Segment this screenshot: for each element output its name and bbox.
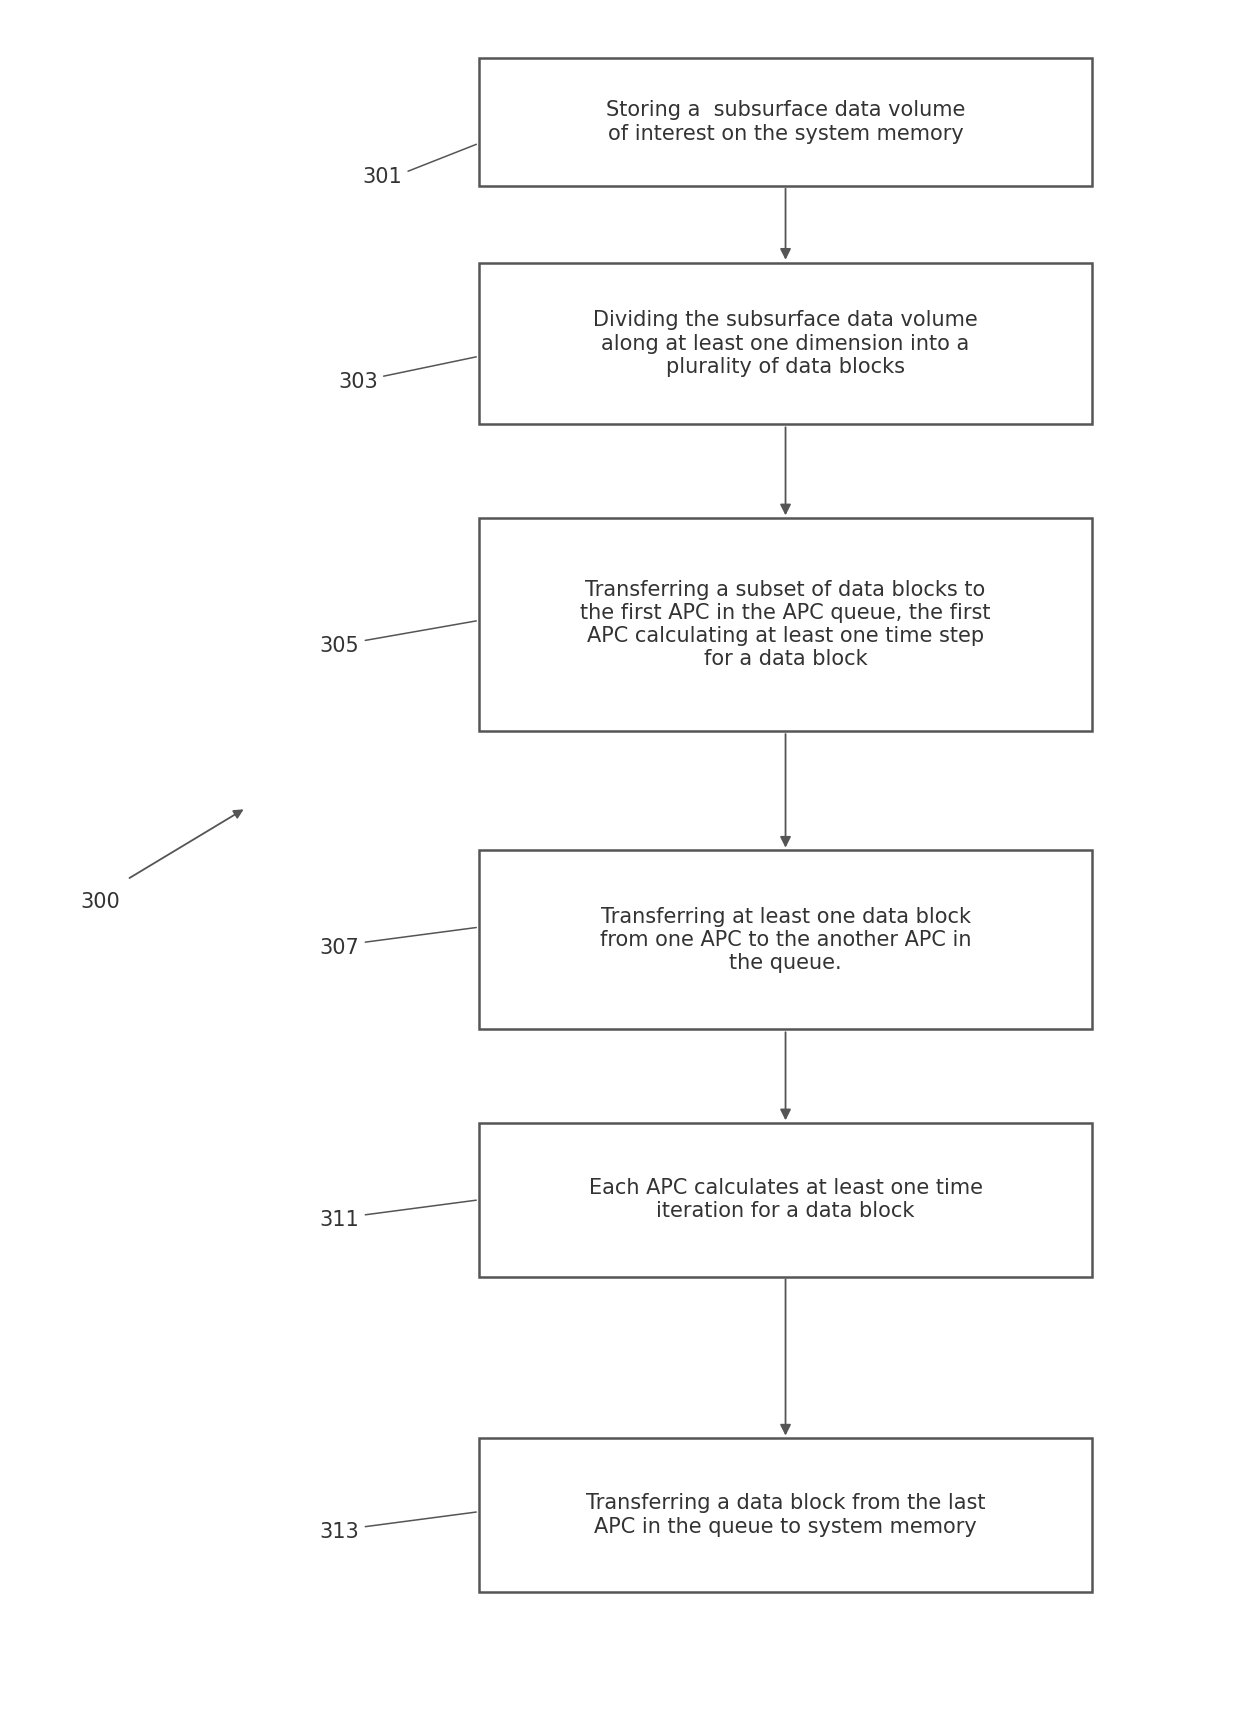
Text: Each APC calculates at least one time
iteration for a data block: Each APC calculates at least one time it… xyxy=(589,1179,982,1221)
Text: 307: 307 xyxy=(320,938,360,957)
Text: Transferring a subset of data blocks to
the first APC in the APC queue, the firs: Transferring a subset of data blocks to … xyxy=(580,581,991,670)
Text: 300: 300 xyxy=(81,892,120,912)
FancyBboxPatch shape xyxy=(479,1438,1092,1593)
FancyBboxPatch shape xyxy=(479,850,1092,1029)
Text: 303: 303 xyxy=(339,371,378,392)
Text: 301: 301 xyxy=(362,167,402,187)
Text: 311: 311 xyxy=(320,1209,360,1230)
Text: 305: 305 xyxy=(320,636,360,656)
Text: Dividing the subsurface data volume
along at least one dimension into a
pluralit: Dividing the subsurface data volume alon… xyxy=(593,311,978,376)
FancyBboxPatch shape xyxy=(479,263,1092,424)
FancyBboxPatch shape xyxy=(479,1124,1092,1276)
Text: Transferring a data block from the last
APC in the queue to system memory: Transferring a data block from the last … xyxy=(585,1493,986,1536)
FancyBboxPatch shape xyxy=(479,519,1092,732)
Text: 313: 313 xyxy=(320,1522,360,1543)
Text: Storing a  subsurface data volume
of interest on the system memory: Storing a subsurface data volume of inte… xyxy=(606,100,965,144)
FancyBboxPatch shape xyxy=(479,58,1092,186)
Text: Transferring at least one data block
from one APC to the another APC in
the queu: Transferring at least one data block fro… xyxy=(600,907,971,972)
